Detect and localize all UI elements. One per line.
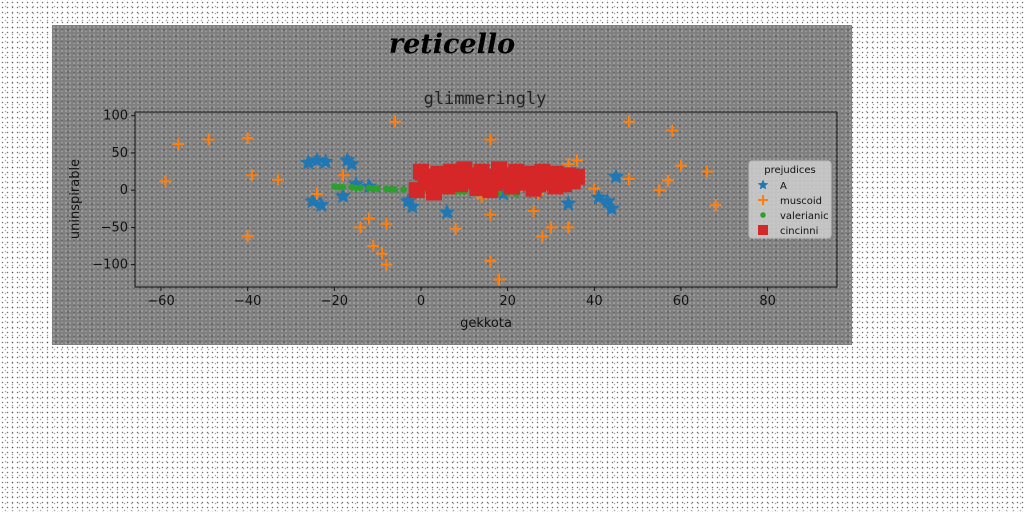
legend-title: prejudices: [764, 165, 816, 176]
chart-suptitle: reticello: [389, 29, 515, 60]
point-muscoid: [536, 230, 549, 243]
point-muscoid: [246, 169, 258, 182]
point-cincinni: [547, 178, 564, 195]
point-A: [603, 200, 620, 216]
point-muscoid: [380, 258, 393, 271]
point-muscoid: [159, 175, 172, 188]
plot-area-frame: [134, 111, 838, 288]
legend-label-muscoid: muscoid: [780, 196, 822, 207]
point-A: [607, 168, 625, 184]
y-tick-label: −50: [101, 220, 128, 235]
point-muscoid: [311, 187, 323, 200]
point-muscoid: [623, 115, 635, 128]
x-tick-label: 80: [759, 294, 776, 309]
y-tick-label: −100: [92, 258, 128, 273]
point-muscoid: [662, 174, 674, 187]
point-muscoid: [527, 205, 540, 218]
series-muscoid: [159, 115, 722, 286]
point-cincinni: [569, 168, 585, 185]
y-axis-label: uninspirable: [68, 159, 83, 239]
legend-box: [748, 160, 832, 239]
point-muscoid: [562, 221, 575, 234]
point-A: [343, 155, 360, 172]
point-A: [560, 194, 577, 211]
legend-label-A: A: [780, 181, 787, 192]
point-muscoid: [376, 247, 388, 260]
point-muscoid: [484, 254, 497, 267]
x-tick-label: −40: [234, 294, 261, 309]
x-tick-label: 0: [417, 294, 425, 309]
point-muscoid: [493, 273, 505, 286]
point-muscoid: [380, 217, 393, 230]
point-A: [404, 197, 421, 214]
point-A: [317, 153, 334, 169]
point-cincinni: [525, 180, 542, 197]
legend-marker-cincinni: [758, 225, 768, 235]
x-tick-label: 40: [586, 294, 603, 309]
legend-marker-valerianic: [760, 212, 766, 218]
point-muscoid: [449, 222, 462, 235]
point-valerianic: [370, 185, 377, 193]
y-axis: −100 −50 0 50 100: [92, 109, 135, 273]
point-muscoid: [202, 133, 215, 146]
series-A: [300, 151, 625, 220]
point-cincinni: [408, 182, 425, 199]
point-muscoid: [484, 133, 497, 146]
point-muscoid: [588, 182, 601, 195]
point-muscoid: [653, 184, 666, 197]
point-valerianic: [352, 184, 360, 192]
point-muscoid: [545, 221, 557, 234]
x-axis: −60 −40 −20 0 20 40 60 80: [147, 287, 776, 309]
legend-label-valerianic: valerianic: [780, 211, 829, 222]
point-valerianic: [335, 183, 342, 191]
point-muscoid: [675, 159, 687, 172]
point-muscoid: [571, 154, 583, 167]
x-axis-label: gekkota: [460, 316, 512, 331]
x-tick-label: 20: [499, 294, 516, 309]
point-A: [334, 187, 352, 204]
point-muscoid: [709, 199, 722, 212]
x-tick-label: −20: [321, 294, 348, 309]
y-tick-label: 0: [120, 183, 128, 198]
chart-svg: reticello glimmeringly −60 −40 −20 0 20 40 60 8…: [68, 29, 838, 331]
point-muscoid: [337, 169, 349, 182]
point-muscoid: [354, 221, 367, 234]
point-muscoid: [241, 230, 254, 243]
series-cincinni: [408, 161, 585, 201]
point-A: [438, 203, 456, 220]
chart-title: glimmeringly: [424, 89, 547, 109]
legend-marker-muscoid: [758, 195, 768, 205]
point-muscoid: [666, 124, 679, 137]
point-cincinni: [426, 184, 442, 201]
point-muscoid: [367, 240, 380, 253]
point-muscoid: [172, 138, 185, 151]
x-tick-label: 60: [673, 294, 690, 309]
point-A: [308, 151, 326, 168]
y-tick-label: 50: [111, 146, 128, 161]
point-cincinni: [482, 182, 499, 199]
y-tick-label: 100: [103, 109, 128, 124]
chart-figure: reticello glimmeringly −60 −40 −20 0 20 40 60 8…: [52, 25, 852, 345]
point-muscoid: [484, 208, 497, 221]
point-cincinni: [417, 168, 434, 185]
legend-marker-A: [757, 179, 769, 190]
plot-marks: [159, 115, 722, 286]
point-muscoid: [363, 212, 375, 225]
point-valerianic: [400, 186, 407, 193]
legend-label-cincinni: cincinni: [780, 226, 818, 237]
point-muscoid: [701, 165, 713, 178]
point-valerianic: [387, 186, 394, 193]
x-tick-label: −60: [147, 294, 174, 309]
point-muscoid: [241, 132, 254, 145]
point-muscoid: [272, 173, 284, 186]
point-muscoid: [389, 115, 401, 128]
point-muscoid: [623, 173, 635, 186]
point-A: [313, 196, 330, 213]
